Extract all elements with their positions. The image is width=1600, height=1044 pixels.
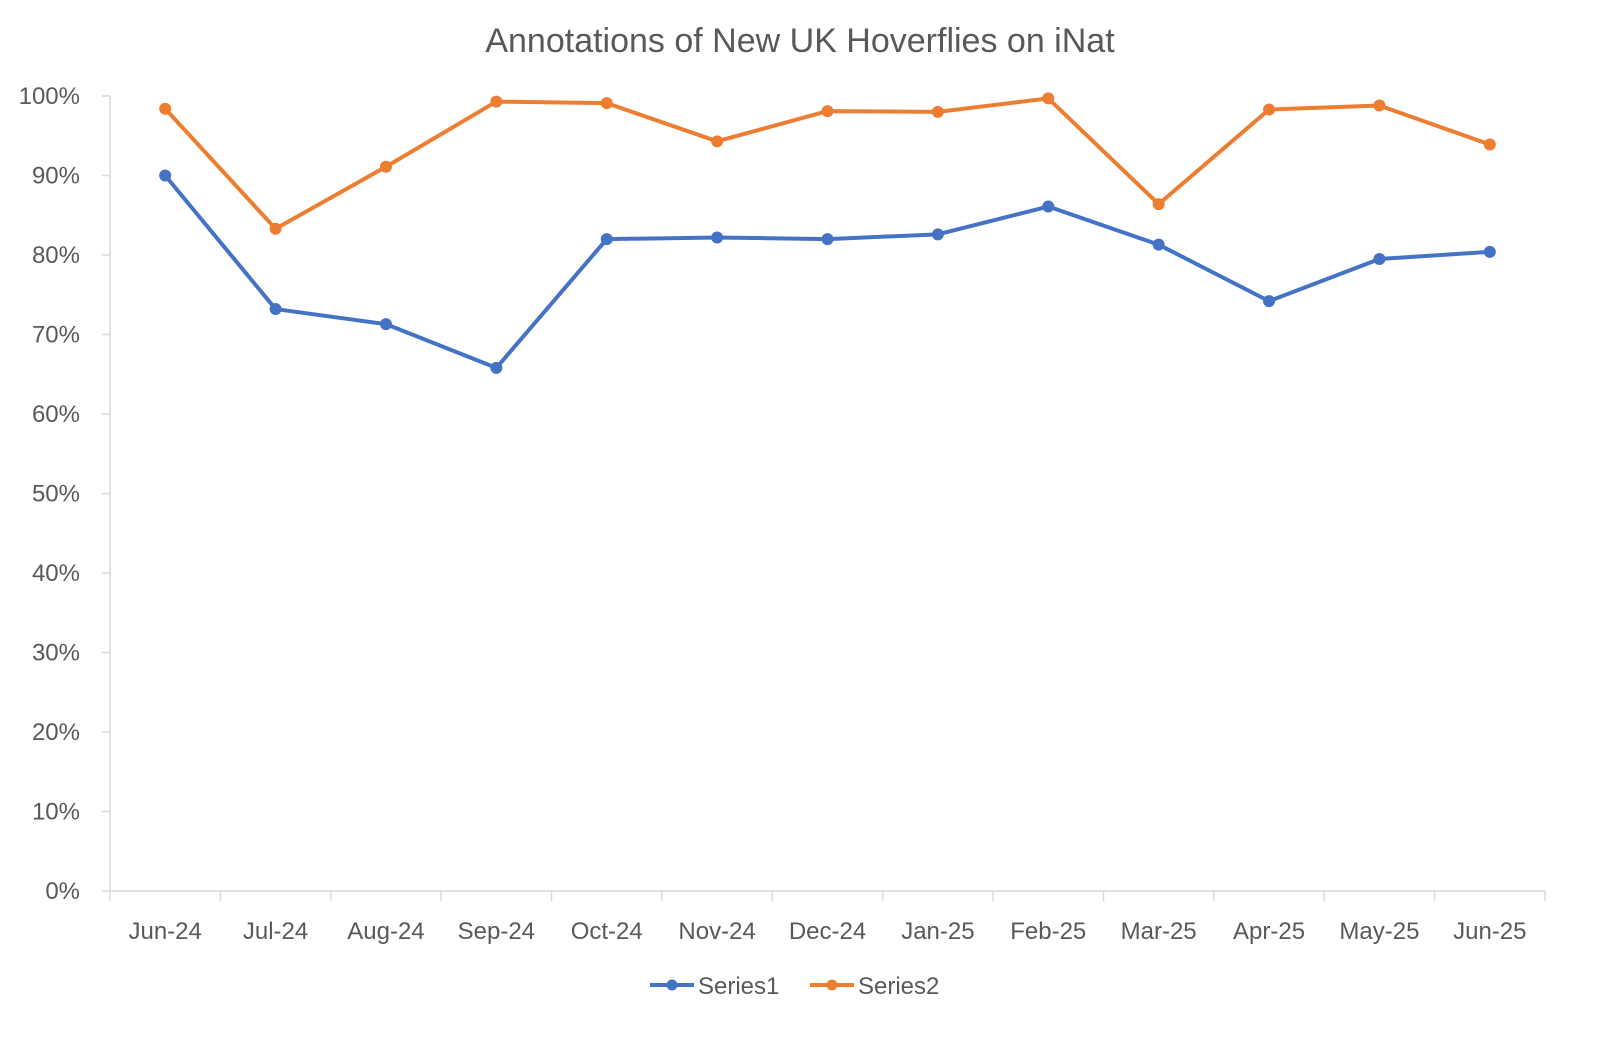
y-tick-label: 40%	[32, 560, 80, 587]
data-point	[821, 105, 834, 118]
y-tick-label: 90%	[32, 163, 80, 190]
data-point	[1152, 238, 1165, 251]
data-point	[1152, 198, 1165, 211]
x-tick-label: Mar-25	[1121, 918, 1197, 945]
x-tick-label: Jun-25	[1453, 918, 1526, 945]
y-tick-label: 50%	[32, 481, 80, 508]
y-tick-label: 10%	[32, 799, 80, 826]
data-point	[1042, 92, 1055, 105]
data-point	[600, 233, 613, 246]
x-tick-label: Jun-24	[128, 918, 201, 945]
legend-label: Series1	[698, 973, 779, 1000]
legend-marker	[826, 979, 838, 991]
x-tick-label: Jul-24	[243, 918, 308, 945]
data-point	[931, 228, 944, 241]
y-tick-label: 70%	[32, 322, 80, 349]
x-tick-label: Dec-24	[789, 918, 866, 945]
legend-item-series1: Series1	[650, 973, 779, 1000]
y-tick-label: 0%	[45, 878, 80, 905]
legend-label: Series2	[858, 973, 939, 1000]
x-tick-label: Nov-24	[678, 918, 755, 945]
x-tick-label: Sep-24	[458, 918, 535, 945]
data-point	[379, 160, 392, 173]
data-point	[821, 233, 834, 246]
legend: Series1 Series2	[650, 973, 939, 1000]
y-tick-label: 100%	[19, 83, 80, 110]
x-tick-label: Feb-25	[1010, 918, 1086, 945]
data-point	[490, 361, 503, 374]
data-point	[931, 105, 944, 118]
y-tick-label: 30%	[32, 640, 80, 667]
data-point	[1263, 295, 1276, 308]
data-point	[1483, 138, 1496, 151]
series-layer	[159, 92, 1496, 374]
data-point	[159, 102, 172, 115]
data-point	[1483, 245, 1496, 258]
data-point	[711, 135, 724, 148]
x-tick-label: Oct-24	[571, 918, 643, 945]
y-tick-label: 80%	[32, 242, 80, 269]
data-point	[1373, 252, 1386, 265]
x-tick-label: May-25	[1339, 918, 1419, 945]
x-tick-label: Apr-25	[1233, 918, 1305, 945]
data-point	[600, 97, 613, 110]
data-point	[1042, 200, 1055, 213]
y-tick-label: 60%	[32, 401, 80, 428]
data-point	[269, 222, 282, 235]
axes: 0% 10% 20% 30% 40% 50% 60% 70% 80% 90% 100% Jun-24 J…	[19, 83, 1546, 945]
legend-item-series2: Series2	[810, 973, 939, 1000]
chart-title: Annotations of New UK Hoverflies on iNat	[485, 22, 1115, 60]
series-line	[163, 173, 1492, 370]
x-tick-label: Jan-25	[901, 918, 974, 945]
series-series1	[159, 169, 1496, 374]
data-point	[379, 318, 392, 331]
data-point	[1263, 103, 1276, 116]
data-point	[269, 303, 282, 316]
series-line	[163, 96, 1492, 231]
y-tick-label: 20%	[32, 719, 80, 746]
x-tick-label: Aug-24	[347, 918, 424, 945]
data-point	[159, 169, 172, 182]
data-point	[490, 95, 503, 108]
data-point	[1373, 99, 1386, 112]
data-point	[711, 231, 724, 244]
legend-marker	[666, 979, 678, 991]
series-series2	[159, 92, 1496, 235]
